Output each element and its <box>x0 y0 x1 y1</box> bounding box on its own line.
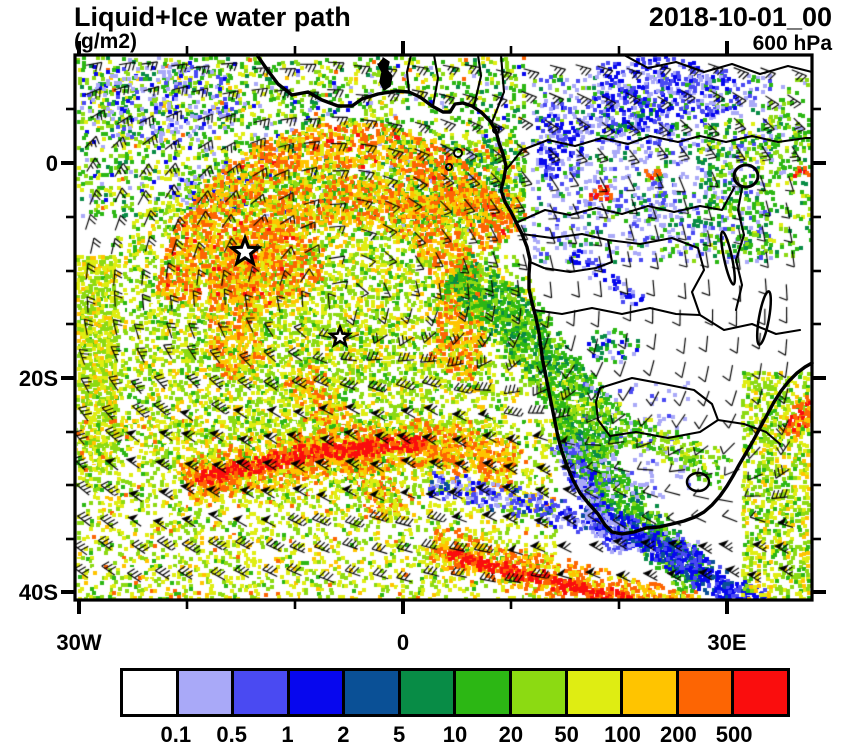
x-axis-label: 30W <box>56 630 101 655</box>
colorbar-cell <box>509 671 565 714</box>
colorbar-cell <box>286 671 343 714</box>
colorbar-cell <box>397 671 454 714</box>
colorbar-label: 0.5 <box>216 722 247 747</box>
chart-title: Liquid+Ice water path <box>74 2 351 32</box>
field-canvas <box>76 56 811 599</box>
colorbar-cell <box>175 671 232 714</box>
colorbar-label: 50 <box>554 722 579 747</box>
colorbar-label: 5 <box>393 722 406 747</box>
colorbar-label: 0.1 <box>160 722 192 747</box>
colorbar-label: 500 <box>715 722 753 747</box>
x-axis-label: 0 <box>397 630 409 655</box>
colorbar-label: 20 <box>498 722 524 747</box>
colorbar <box>120 668 790 717</box>
colorbar-cell <box>620 671 676 714</box>
colorbar-label: 1 <box>281 722 294 747</box>
colorbar-label: 100 <box>604 722 641 747</box>
colorbar-cell <box>342 671 398 714</box>
colorbar-label: 200 <box>659 722 697 747</box>
x-axis-label: 30E <box>707 630 746 655</box>
colorbar-label: 2 <box>337 722 350 747</box>
colorbar-cell <box>731 671 787 714</box>
colorbar-cell <box>231 671 287 714</box>
colorbar-cell <box>564 671 621 714</box>
colorbar-cell <box>675 671 732 714</box>
y-axis-label: 0 <box>46 151 58 176</box>
y-axis-label: 40S <box>19 580 58 605</box>
chart-pressure-level: 600 hPa <box>752 32 832 55</box>
chart-units-label: (g/m2) <box>74 30 137 53</box>
colorbar-cell <box>123 671 176 714</box>
chart-datetime: 2018-10-01_00 <box>648 2 832 32</box>
colorbar-label: 10 <box>442 722 468 747</box>
colorbar-cell <box>453 671 510 714</box>
y-axis-label: 20S <box>19 366 58 391</box>
